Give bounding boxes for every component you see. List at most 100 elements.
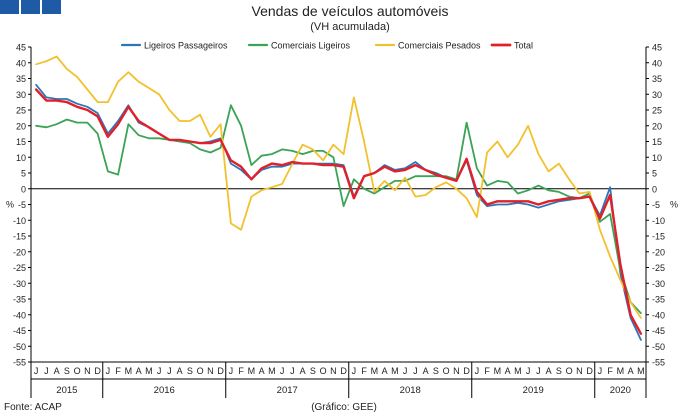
- footer-credit: (Gráfico: GEE): [311, 402, 377, 413]
- x-tick-label-month: A: [628, 366, 634, 376]
- x-tick-label-month: N: [207, 366, 214, 376]
- x-tick-label-month: F: [115, 366, 121, 376]
- axes: 45 45 40 40 35 35 30 30 25 25 20 20 15 15 10 10 5 5 0 0 -5 -5…: [6, 43, 678, 368]
- x-tick-label-month: S: [64, 366, 70, 376]
- x-tick-label-month: M: [125, 366, 133, 376]
- x-tick-label-month: O: [320, 366, 327, 376]
- x-tick-label-month: A: [505, 366, 511, 376]
- x-year-label: 2015: [56, 385, 77, 396]
- y-tick-label-right: -15: [652, 232, 665, 242]
- x-tick-label-month: M: [494, 366, 502, 376]
- x-tick-label-month: A: [136, 366, 142, 376]
- y-tick-label-right: -40: [652, 310, 665, 320]
- x-year-label: 2017: [277, 385, 298, 396]
- x-tick-label-month: J: [44, 366, 49, 376]
- y-tick-label-left: -30: [13, 279, 26, 289]
- x-tick-label-month: O: [74, 366, 81, 376]
- x-tick-label-month: D: [217, 366, 224, 376]
- y-tick-label-right: 35: [652, 74, 662, 84]
- x-tick-label-month: M: [268, 366, 276, 376]
- logo-mark: [0, 0, 61, 14]
- y-tick-label-left: 45: [16, 43, 26, 53]
- x-tick-label-month: M: [617, 366, 625, 376]
- y-tick-label-left: 0: [21, 184, 26, 194]
- y-tick-label-right: -50: [652, 342, 665, 352]
- y-tick-label-right: 0: [652, 184, 657, 194]
- x-tick-label-month: J: [106, 366, 111, 376]
- x-tick-label-month: D: [586, 366, 593, 376]
- x-tick-label-month: A: [54, 366, 60, 376]
- series-line-comerciais-pesados: [35, 55, 642, 319]
- x-tick-label-month: J: [167, 366, 172, 376]
- x-tick-label-month: F: [607, 366, 613, 376]
- x-tick-label-month: J: [598, 366, 603, 376]
- x-tick-label-month: J: [280, 366, 285, 376]
- x-year-label: 2020: [610, 385, 631, 396]
- x-tick-label-month: M: [371, 366, 379, 376]
- series-line-ligeiros-passageiros: [35, 83, 642, 341]
- x-tick-label-month: J: [34, 366, 39, 376]
- y-tick-label-right: 45: [652, 43, 662, 53]
- x-tick-label-month: A: [259, 366, 265, 376]
- x-tick-label-month: M: [248, 366, 256, 376]
- y-tick-label-left: -45: [13, 326, 26, 336]
- legend-label: Comerciais Pesados: [398, 41, 481, 51]
- x-tick-label-month: J: [475, 366, 480, 376]
- y-tick-label-left: 40: [16, 58, 26, 68]
- series-line-total: [34, 88, 643, 335]
- y-tick-label-left: -50: [13, 342, 26, 352]
- y-tick-label-left: -25: [13, 263, 26, 273]
- y-tick-label-left: 15: [16, 137, 26, 147]
- x-tick-label-month: J: [157, 366, 162, 376]
- legend-label: Comerciais Ligeiros: [271, 41, 351, 51]
- y-tick-label-left: -15: [13, 232, 26, 242]
- y-tick-label-right: 10: [652, 153, 662, 163]
- y-tick-label-right: -10: [652, 216, 665, 226]
- series-layer: [34, 55, 643, 341]
- x-tick-label-month: N: [84, 366, 91, 376]
- y-tick-label-left: -10: [13, 216, 26, 226]
- x-tick-label-month: O: [443, 366, 450, 376]
- y-tick-label-right: 25: [652, 106, 662, 116]
- x-tick-label-month: M: [637, 366, 645, 376]
- y-tick-label-right: 20: [652, 121, 662, 131]
- x-tick-label-month: S: [433, 366, 439, 376]
- y-unit-label-left: %: [6, 200, 14, 210]
- x-tick-label-month: N: [330, 366, 337, 376]
- y-tick-label-right: -5: [652, 200, 660, 210]
- x-tick-label-month: O: [197, 366, 204, 376]
- y-tick-label-right: -30: [652, 279, 665, 289]
- legend: Ligeiros Passageiros Comerciais Ligeiros C…: [120, 41, 533, 51]
- y-tick-label-right: -20: [652, 247, 665, 257]
- x-tick-label-month: J: [526, 366, 531, 376]
- y-tick-label-right: -55: [652, 358, 665, 368]
- x-tick-label-month: F: [484, 366, 490, 376]
- x-tick-label-month: D: [463, 366, 470, 376]
- y-tick-label-left: -55: [13, 358, 26, 368]
- y-tick-label-right: -25: [652, 263, 665, 273]
- y-tick-label-left: 5: [21, 169, 26, 179]
- x-tick-label-month: N: [576, 366, 583, 376]
- y-tick-label-left: 10: [16, 153, 26, 163]
- y-tick-label-right: 40: [652, 58, 662, 68]
- x-year-label: 2016: [154, 385, 175, 396]
- x-tick-label-month: S: [556, 366, 562, 376]
- footer-source: Fonte: ACAP: [4, 402, 62, 413]
- x-tick-label-month: A: [177, 366, 183, 376]
- x-tick-label-month: N: [453, 366, 460, 376]
- y-tick-label-right: 30: [652, 90, 662, 100]
- x-tick-label-month: M: [391, 366, 399, 376]
- x-tick-label-month: J: [536, 366, 541, 376]
- x-tick-label-month: A: [423, 366, 429, 376]
- x-tick-label-month: D: [340, 366, 347, 376]
- y-tick-label-right: 15: [652, 137, 662, 147]
- x-tick-label-month: M: [145, 366, 153, 376]
- x-tick-label-month: J: [352, 366, 357, 376]
- y-tick-label-left: -5: [18, 200, 26, 210]
- x-year-label: 2018: [400, 385, 421, 396]
- x-tick-label-month: F: [361, 366, 367, 376]
- x-tick-label-month: J: [403, 366, 408, 376]
